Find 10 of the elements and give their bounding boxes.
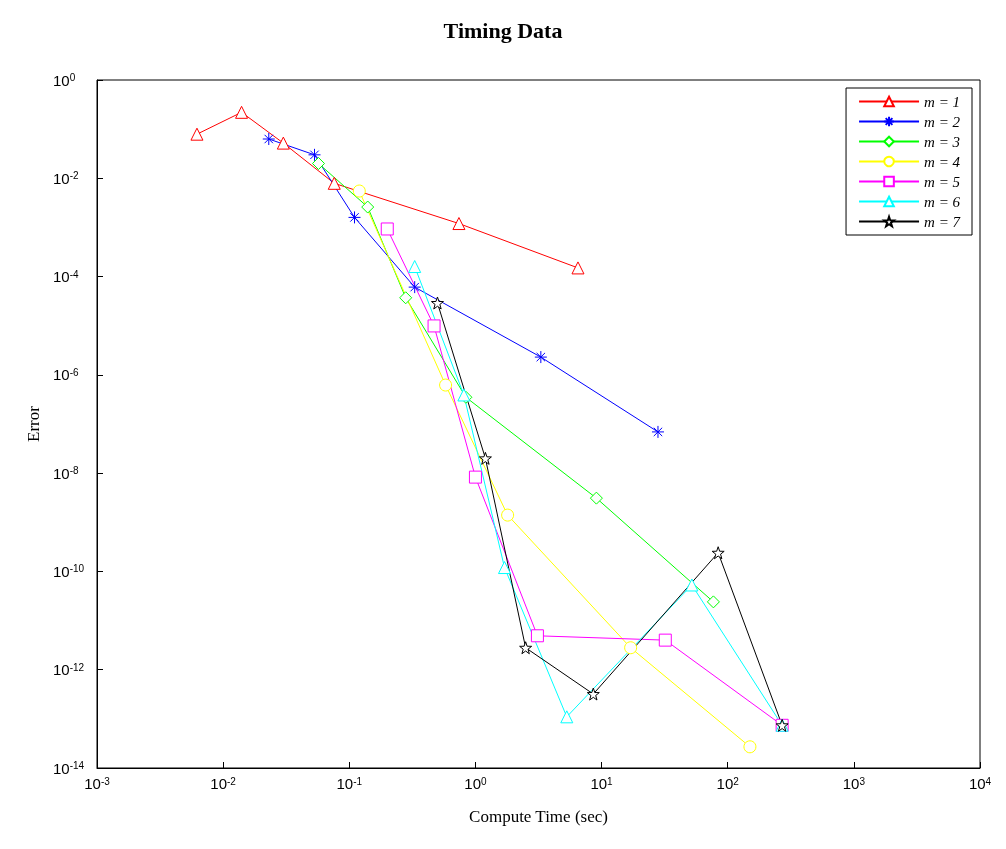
legend-label: m = 4: [924, 153, 961, 170]
legend-label: m = 3: [924, 133, 961, 150]
legend-label: m = 6: [924, 193, 961, 210]
legend-label: m = 2: [924, 113, 961, 130]
legend-label: m = 1: [924, 93, 961, 110]
legend-label: m = 7: [924, 213, 962, 230]
legend-label: m = 5: [924, 173, 961, 190]
x-axis-title: Compute Time (sec): [469, 807, 608, 826]
chart-title: Timing Data: [443, 17, 563, 43]
y-axis-title: Error: [24, 405, 44, 442]
